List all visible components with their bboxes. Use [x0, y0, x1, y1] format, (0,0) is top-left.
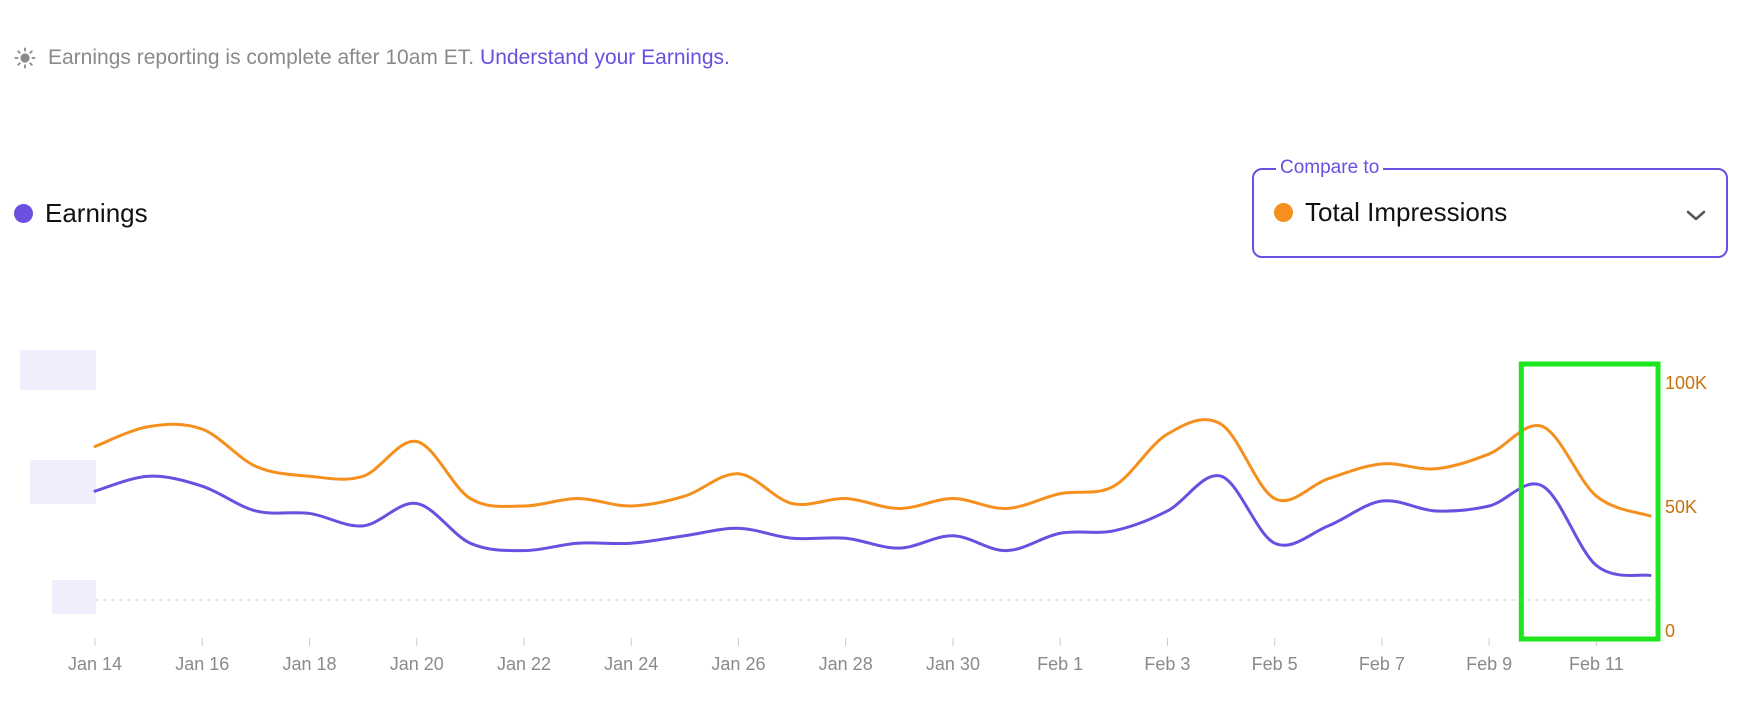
compare-to-select[interactable]: Compare to Total Impressions: [1252, 157, 1728, 258]
x-tick-label: Jan 18: [282, 654, 336, 674]
earnings-legend-dot: [14, 204, 33, 223]
earnings-chart: Jan 14 Jan 16 Jan 18 Jan 20 Jan 22 Jan 24 Jan …: [20, 350, 1707, 674]
x-tick-label: Feb 3: [1144, 654, 1190, 674]
x-tick-label: Jan 30: [926, 654, 980, 674]
left-axis-obscured-label: [30, 460, 96, 504]
legend-earnings: Earnings: [14, 198, 148, 229]
right-axis-tick-label: 0: [1665, 621, 1675, 641]
x-tick-label: Jan 24: [604, 654, 658, 674]
impressions-legend-dot: [1274, 203, 1293, 222]
x-tick-label: Feb 5: [1252, 654, 1298, 674]
x-tick-label: Feb 9: [1466, 654, 1512, 674]
compare-value-label: Total Impressions: [1305, 197, 1508, 227]
left-axis-obscured-label: [20, 350, 96, 390]
earnings-notice: Earnings reporting is complete after 10a…: [14, 46, 730, 70]
earnings-legend-label: Earnings: [45, 198, 148, 228]
x-tick-label: Feb 11: [1569, 654, 1624, 674]
series-line-total-impressions: [93, 418, 1652, 518]
x-tick-label: Jan 22: [497, 654, 551, 674]
left-axis-obscured-label: [52, 580, 96, 614]
x-tick-label: Feb 7: [1359, 654, 1405, 674]
chevron-down-icon[interactable]: [1684, 203, 1708, 227]
highlight-box: [1518, 361, 1661, 642]
x-tick-label: Jan 20: [390, 654, 444, 674]
x-tick-label: Jan 14: [68, 654, 122, 674]
right-axis-tick-label: 100K: [1665, 373, 1707, 393]
understand-earnings-link[interactable]: Understand your Earnings.: [480, 46, 730, 69]
right-axis-tick-label: 50K: [1665, 497, 1697, 517]
compare-selected-value: Total Impressions: [1274, 197, 1507, 228]
sun-icon: [14, 47, 36, 69]
compare-to-label: Compare to: [1276, 157, 1384, 179]
series-line-earnings: [93, 474, 1652, 577]
x-tick-label: Jan 28: [819, 654, 873, 674]
x-tick-label: Feb 1: [1037, 654, 1083, 674]
x-tick-label: Jan 16: [175, 654, 229, 674]
notice-text: Earnings reporting is complete after 10a…: [48, 46, 475, 69]
x-tick-label: Jan 26: [711, 654, 765, 674]
